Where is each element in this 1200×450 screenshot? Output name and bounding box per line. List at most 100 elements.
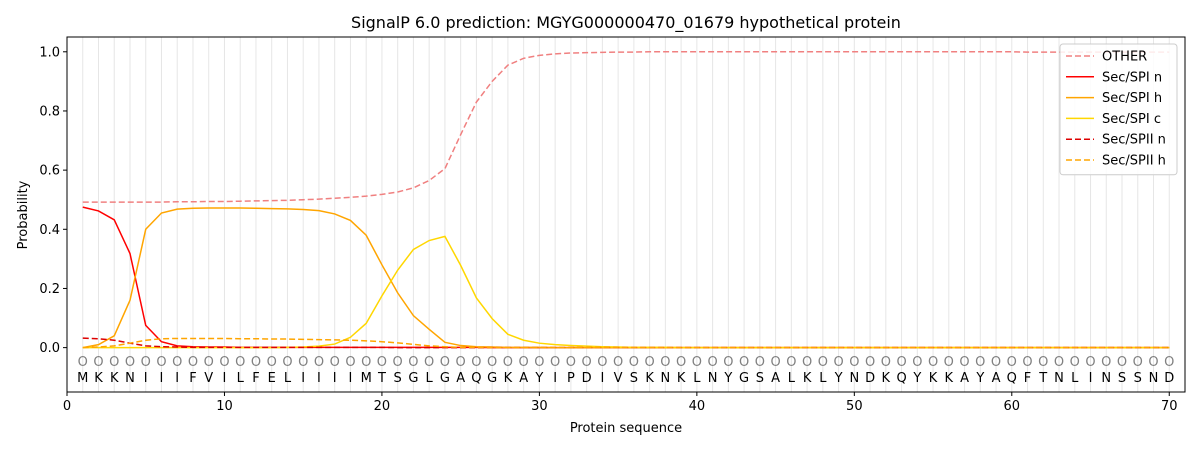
sequence-residue: L <box>693 371 701 386</box>
legend-label: Sec/SPI n <box>1102 70 1162 85</box>
region-marker: O <box>456 355 466 370</box>
sequence-residue: Y <box>723 371 732 386</box>
sequence-residue: L <box>284 371 292 386</box>
sequence-residue: M <box>77 371 88 386</box>
sequence-residue: Y <box>834 371 843 386</box>
region-marker: O <box>534 355 544 370</box>
region-marker: O <box>975 355 985 370</box>
sequence-residue: I <box>175 371 179 386</box>
x-tick-label: 40 <box>689 399 706 414</box>
region-marker: O <box>959 355 969 370</box>
region-marker: O <box>361 355 371 370</box>
y-tick-label: 0.8 <box>39 104 60 119</box>
region-marker: O <box>865 355 875 370</box>
region-marker: O <box>1148 355 1158 370</box>
sequence-residue: D <box>582 371 592 386</box>
sequence-residue: A <box>519 371 528 386</box>
sequence-residue: G <box>408 371 418 386</box>
region-marker: O <box>1117 355 1127 370</box>
y-axis-label: Probability <box>16 180 31 249</box>
region-marker: O <box>566 355 576 370</box>
sequence-residue: D <box>1164 371 1174 386</box>
sequence-residue: A <box>960 371 969 386</box>
region-marker: O <box>755 355 765 370</box>
sequence-residue: N <box>849 371 859 386</box>
sequence-residue: N <box>708 371 718 386</box>
legend: OTHER Sec/SPI n Sec/SPI h Sec/SPI c Sec/SPII… <box>1059 43 1178 176</box>
x-tick-label: 0 <box>63 399 71 414</box>
region-marker: O <box>723 355 733 370</box>
region-marker: O <box>991 355 1001 370</box>
region-marker: O <box>204 355 214 370</box>
y-tick-label: 0.2 <box>39 282 60 297</box>
sequence-residue: K <box>94 371 103 386</box>
sequence-residue: S <box>1118 371 1126 386</box>
series-line-0 <box>82 51 1170 203</box>
region-marker: O <box>645 355 655 370</box>
region-marker: O <box>78 355 88 370</box>
region-marker: O <box>582 355 592 370</box>
region-marker: O <box>156 355 166 370</box>
sequence-residue: Q <box>471 371 481 386</box>
region-marker: O <box>188 355 198 370</box>
sequence-residue: I <box>317 371 321 386</box>
sequence-residue: Y <box>534 371 543 386</box>
region-marker: O <box>125 355 135 370</box>
sequence-residue: K <box>803 371 812 386</box>
region-marker: O <box>1085 355 1095 370</box>
sequence-residue: F <box>1024 371 1031 386</box>
series-line-4 <box>82 337 1170 349</box>
sequence-residue: K <box>945 371 954 386</box>
region-marker: O <box>802 355 812 370</box>
series-lines <box>82 51 1170 349</box>
sequence-residue: F <box>252 371 259 386</box>
region-marker: O <box>928 355 938 370</box>
region-marker: O <box>1038 355 1048 370</box>
legend-label: OTHER <box>1102 50 1147 65</box>
sequence-residue: I <box>333 371 337 386</box>
region-marker: O <box>471 355 481 370</box>
region-marker: O <box>550 355 560 370</box>
sequence-residue: Y <box>912 371 921 386</box>
region-marker: O <box>219 355 229 370</box>
y-tick-label: 0.4 <box>39 223 60 238</box>
region-marker: O <box>770 355 780 370</box>
sequence-residue: L <box>819 371 827 386</box>
region-marker: O <box>660 355 670 370</box>
x-tick-label: 70 <box>1161 399 1178 414</box>
sequence-residue: A <box>456 371 465 386</box>
region-marker: O <box>440 355 450 370</box>
sequence-residue: G <box>440 371 450 386</box>
sequence-residue: K <box>504 371 513 386</box>
region-marker: O <box>786 355 796 370</box>
region-marker: O <box>298 355 308 370</box>
sequence-residue: K <box>645 371 654 386</box>
sequence-residue: G <box>739 371 749 386</box>
sequence-residue: L <box>1071 371 1079 386</box>
region-marker: O <box>597 355 607 370</box>
region-marker: O <box>330 355 340 370</box>
region-marker: O <box>267 355 277 370</box>
region-marker: O <box>141 355 151 370</box>
sequence-residue: K <box>882 371 891 386</box>
region-marker: O <box>896 355 906 370</box>
region-marker: O <box>345 355 355 370</box>
sequence-residue: S <box>756 371 764 386</box>
sequence-residue: I <box>301 371 305 386</box>
x-tick-label: 10 <box>216 399 233 414</box>
region-marker: O <box>1054 355 1064 370</box>
y-axis-ticks: 0.0 0.2 0.4 0.6 0.8 1.0 <box>39 45 67 356</box>
sequence-residue: I <box>1089 371 1093 386</box>
region-marker: O <box>172 355 182 370</box>
sequence-residue: I <box>223 371 227 386</box>
sequence-residue: V <box>614 371 623 386</box>
region-marker: O <box>629 355 639 370</box>
sequence-residue: K <box>929 371 938 386</box>
sequence-residue: L <box>237 371 245 386</box>
region-marker: O <box>408 355 418 370</box>
region-marker: O <box>818 355 828 370</box>
series-line-3 <box>82 235 1170 349</box>
sequence-residue: I <box>160 371 164 386</box>
region-marker: O <box>739 355 749 370</box>
